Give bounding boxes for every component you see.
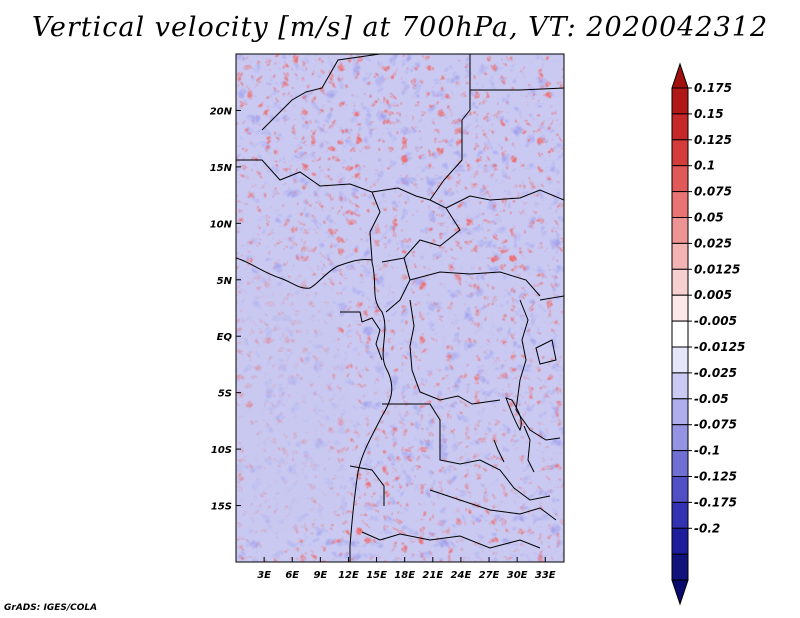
longitude-axis: 3E 6E 9E 12E 15E 18E 21E 24E 27E 30E 33E [257, 557, 556, 581]
colorbar-label: -0.025 [694, 366, 737, 380]
colorbar-swatch [671, 294, 689, 322]
colorbar-label: 0.025 [694, 236, 732, 250]
colorbar-label: -0.175 [694, 495, 737, 509]
lon-tick-label: 21E [422, 570, 443, 581]
lon-tick-label: 15E [366, 570, 387, 581]
colorbar-swatch [671, 398, 689, 426]
colorbar-label: 0.1 [694, 159, 715, 173]
colorbar-swatch [671, 268, 689, 296]
colorbar-swatch [671, 553, 689, 581]
colorbar-swatch [671, 372, 689, 400]
colorbar-swatch [671, 320, 689, 348]
lon-tick-label: 27E [479, 570, 500, 581]
colorbar-swatch [671, 476, 689, 503]
colorbar-label: -0.0125 [694, 340, 745, 354]
lat-tick-label: 15S [211, 502, 232, 513]
colorbar-swatch [671, 165, 689, 193]
colorbar-label: 0.075 [694, 185, 732, 199]
lat-tick-label: 20N [210, 106, 233, 117]
lat-tick-label: 10N [210, 219, 233, 230]
colorbar-label: -0.005 [694, 314, 737, 328]
chart-title: Vertical velocity [m/s] at 700hPa, VT: 2… [31, 12, 769, 43]
lat-tick-label: 10S [211, 445, 232, 456]
colorbar-bottom-arrow [671, 579, 689, 606]
lon-tick-label: 9E [313, 570, 327, 581]
lat-tick-label: 5N [217, 276, 233, 287]
colorbar-label: -0.1 [694, 444, 720, 458]
colorbar-label: -0.125 [694, 470, 737, 484]
coastlines [236, 54, 564, 562]
colorbar: 0.175 0.15 0.125 0.1 0.075 0.05 0.025 0.0125 0.0… [671, 62, 745, 606]
lon-tick-label: 3E [257, 570, 271, 581]
colorbar-swatch [671, 191, 689, 219]
colorbar-swatch [671, 242, 689, 270]
colorbar-swatch [671, 217, 689, 244]
lon-tick-label: 30E [507, 570, 528, 581]
colorbar-label: 0.125 [694, 133, 732, 147]
colorbar-label: 0.15 [694, 107, 724, 121]
lon-tick-label: 33E [535, 570, 556, 581]
lon-tick-label: 6E [285, 570, 299, 581]
velocity-field [236, 54, 564, 562]
colorbar-swatch [671, 424, 689, 452]
lon-tick-label: 18E [394, 570, 415, 581]
colorbar-swatch [671, 139, 689, 167]
colorbar-top-arrow [671, 62, 689, 89]
colorbar-label: -0.05 [694, 392, 729, 406]
colorbar-label: 0.005 [694, 288, 732, 302]
latitude-axis: 20N 15N 10N 5N EQ 5S 10S 15S [210, 106, 241, 513]
lon-tick-label: 12E [338, 570, 359, 581]
colorbar-swatch [671, 450, 689, 478]
colorbar-swatch [671, 527, 689, 555]
colorbar-label: -0.075 [694, 418, 737, 432]
colorbar-swatch [671, 346, 689, 374]
lat-tick-label: 15N [210, 163, 233, 174]
credit-label: GrADS: IGES/COLA [4, 603, 98, 613]
colorbar-swatch [671, 501, 689, 529]
colorbar-label: 0.175 [694, 81, 732, 95]
map-frame [235, 53, 565, 563]
colorbar-label: 0.05 [694, 211, 724, 225]
colorbar-label: -0.2 [694, 521, 720, 535]
lat-tick-label: 5S [218, 389, 232, 400]
colorbar-label: 0.0125 [694, 262, 740, 276]
lat-tick-label: EQ [217, 332, 233, 343]
colorbar-swatch [671, 87, 689, 115]
colorbar-swatch [671, 113, 689, 141]
lon-tick-label: 24E [451, 570, 472, 581]
